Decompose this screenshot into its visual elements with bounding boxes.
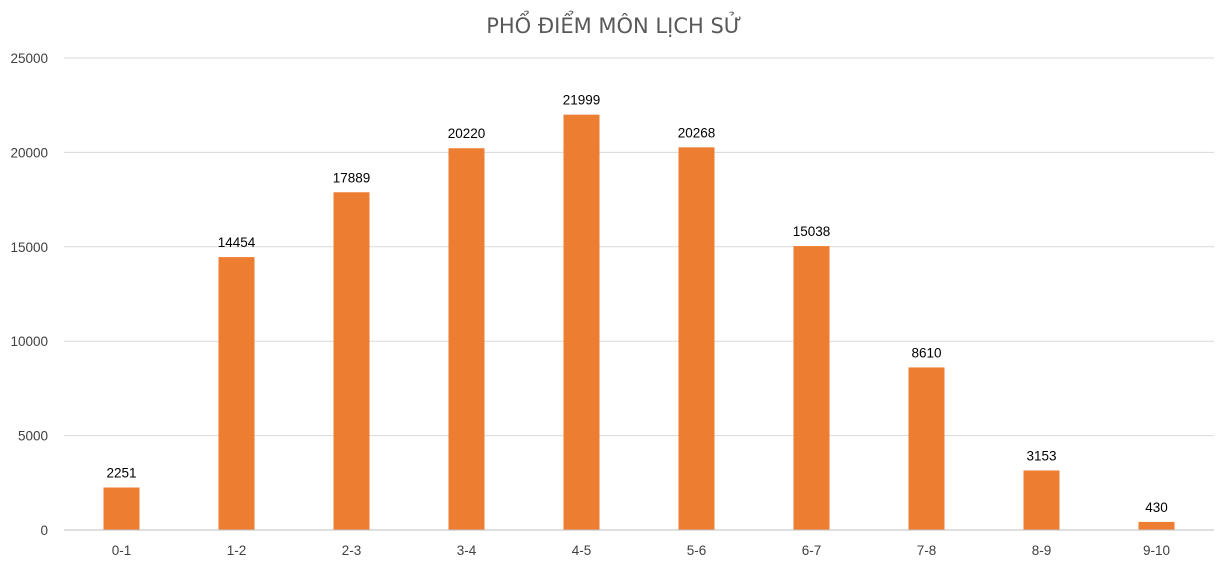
x-tick-label: 5-6 xyxy=(687,543,707,558)
bar-9-10 xyxy=(1138,521,1175,530)
x-tick-label: 9-10 xyxy=(1143,543,1170,558)
bar-0-1 xyxy=(103,487,140,530)
x-tick-label: 4-5 xyxy=(572,543,592,558)
y-tick-label: 0 xyxy=(40,523,48,538)
bar-value-label: 20220 xyxy=(448,126,486,141)
bar-value-label: 17889 xyxy=(333,170,371,185)
y-tick-label: 15000 xyxy=(10,240,48,255)
bar-2-3 xyxy=(333,192,370,530)
gridlines xyxy=(64,57,1214,437)
y-tick-label: 10000 xyxy=(10,334,48,349)
bar-value-label: 2251 xyxy=(106,466,136,481)
bar-data-labels: 2251 14454 17889 20220 21999 20268 15038 8610 31… xyxy=(106,93,1167,515)
bar-4-5 xyxy=(563,114,600,531)
bar-value-label: 430 xyxy=(1145,500,1168,515)
bar-value-label: 15038 xyxy=(793,224,831,239)
x-tick-label: 1-2 xyxy=(227,543,247,558)
bar-1-2 xyxy=(218,257,255,530)
x-tick-label: 7-8 xyxy=(917,543,937,558)
bar-3-4 xyxy=(448,148,485,530)
bar-value-label: 20268 xyxy=(678,125,716,140)
x-tick-label: 0-1 xyxy=(112,543,132,558)
bars xyxy=(103,114,1175,531)
x-tick-label: 3-4 xyxy=(457,543,477,558)
bar-value-label: 3153 xyxy=(1026,448,1056,463)
y-tick-label: 25000 xyxy=(10,51,48,66)
chart-title: PHỔ ĐIỂM MÔN LỊCH SỬ xyxy=(486,10,742,38)
x-axis-ticks: 0-1 1-2 2-3 3-4 4-5 5-6 6-7 7-8 8-9 9-10 xyxy=(112,543,1170,558)
bar-7-8 xyxy=(908,367,945,530)
bar-6-7 xyxy=(793,246,830,530)
bar-value-label: 21999 xyxy=(563,93,601,108)
bar-value-label: 14454 xyxy=(218,235,256,250)
x-tick-label: 2-3 xyxy=(342,543,362,558)
y-tick-label: 20000 xyxy=(10,145,48,160)
y-axis-ticks: 0 5000 10000 15000 20000 25000 xyxy=(10,51,48,538)
bar-5-6 xyxy=(678,147,715,531)
bar-value-label: 8610 xyxy=(911,345,941,360)
x-tick-label: 8-9 xyxy=(1032,543,1052,558)
bar-8-9 xyxy=(1023,470,1060,530)
x-tick-label: 6-7 xyxy=(802,543,822,558)
y-tick-label: 5000 xyxy=(18,429,48,444)
